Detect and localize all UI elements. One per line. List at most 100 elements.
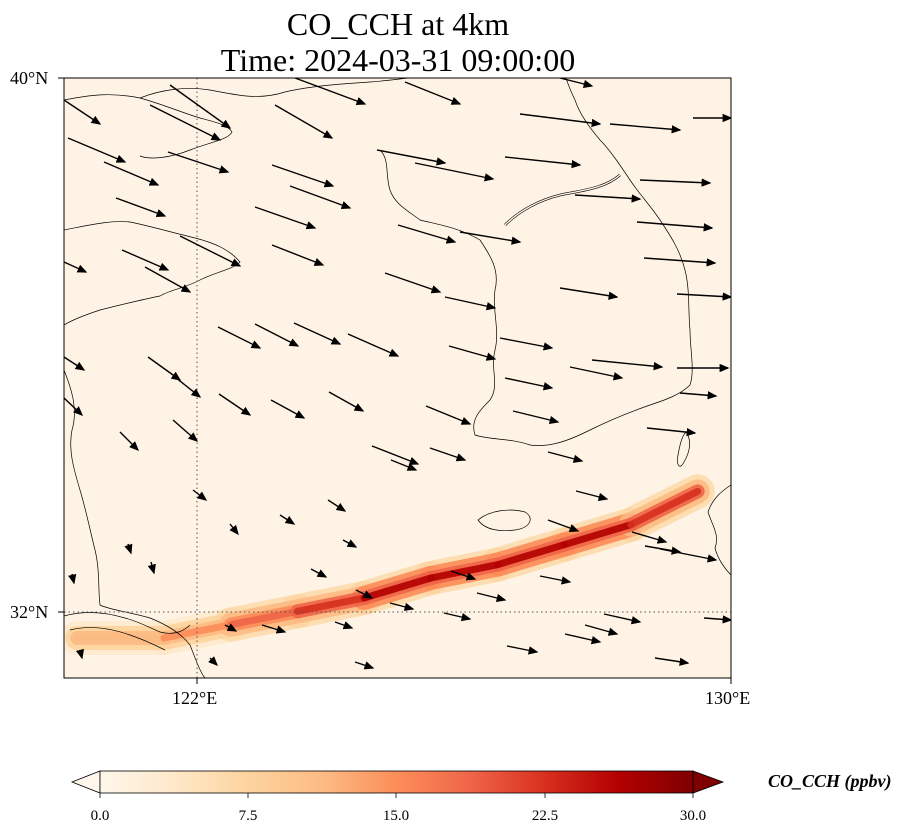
wind-arrow — [149, 104, 222, 141]
wind-arrow — [217, 326, 262, 349]
wind-arrow — [631, 531, 668, 544]
wind-arrow — [174, 376, 202, 398]
wind-arrow — [271, 244, 325, 266]
lon-tick-130E: 130°E — [705, 688, 751, 708]
plume-segment — [427, 561, 502, 582]
wind-arrow — [144, 266, 192, 293]
wind-arrow — [119, 431, 139, 451]
wind-arrow — [414, 162, 495, 182]
wind-vectors — [64, 78, 731, 670]
coastline-shandong — [64, 221, 241, 326]
wind-arrow — [270, 399, 306, 419]
colorbar-tick-2: 15.0 — [382, 808, 410, 824]
plume-segment — [560, 521, 635, 549]
coastline-korea-west — [379, 78, 693, 446]
wind-arrow — [512, 410, 560, 425]
colorbar-tick-3: 22.5 — [531, 808, 559, 824]
wind-arrow — [354, 661, 375, 670]
wind-arrow — [425, 405, 472, 425]
wind-arrow — [384, 272, 442, 294]
wind-arrow — [450, 570, 477, 581]
wind-arrow — [327, 499, 347, 512]
wind-arrow — [68, 573, 77, 585]
wind-arrow — [67, 137, 127, 163]
coastline-tsushima — [677, 431, 690, 467]
wind-arrow — [603, 613, 642, 625]
wind-arrow — [64, 397, 84, 416]
wind-arrow — [334, 621, 354, 630]
wind-arrow — [376, 149, 447, 166]
coastline-china-north — [64, 94, 233, 159]
map-title-line1: CO_CCH at 4km — [286, 6, 510, 42]
wind-arrow — [636, 221, 714, 232]
lon-tick-122E: 122°E — [172, 688, 218, 708]
wind-arrow — [506, 645, 539, 655]
wind-arrow — [644, 545, 682, 555]
wind-arrow — [564, 633, 602, 645]
wind-arrow — [179, 235, 242, 267]
wind-arrow — [289, 185, 352, 210]
wind-arrow — [429, 447, 467, 462]
wind-arrow — [64, 99, 102, 125]
wind-arrow — [347, 333, 400, 357]
wind-arrow — [224, 623, 238, 632]
plume-segment — [360, 574, 435, 602]
wind-arrow — [208, 656, 218, 666]
colorbar-label: CO_CCH (ppbv) — [768, 771, 892, 791]
wind-arrow — [147, 561, 156, 575]
wind-arrow — [448, 345, 497, 361]
plume-segment — [494, 541, 568, 569]
wind-arrow — [64, 356, 86, 371]
wind-arrow — [310, 568, 328, 578]
colorbar-gradient — [99, 770, 694, 794]
map-title-line2: Time: 2024-03-31 09:00:00 — [220, 42, 576, 78]
coastline-jeju — [477, 509, 531, 532]
wind-arrow — [274, 104, 334, 139]
wind-arrow — [397, 224, 457, 244]
wind-arrow — [504, 377, 554, 391]
wind-arrow — [443, 612, 472, 622]
wind-arrow — [559, 78, 594, 89]
wind-arrow — [294, 78, 367, 106]
wind-arrow — [115, 197, 167, 218]
wind-arrow — [124, 543, 133, 555]
colorbar — [70, 770, 725, 798]
wind-arrow — [254, 206, 317, 230]
wind-arrow — [547, 451, 584, 463]
plume-segment — [160, 621, 235, 642]
wind-arrow — [559, 287, 619, 300]
wind-arrow — [75, 648, 85, 660]
wind-arrow — [390, 459, 418, 471]
wind-arrow — [654, 657, 690, 666]
wind-arrow — [639, 178, 712, 187]
map-area — [64, 78, 731, 678]
coastline-liaodong — [139, 78, 411, 99]
axis-ticks — [58, 77, 732, 684]
lat-tick-40N: 40°N — [10, 68, 49, 88]
plume-segment — [627, 487, 702, 529]
wind-arrow — [147, 356, 182, 381]
wind-arrow — [389, 602, 415, 611]
wind-arrow — [547, 519, 580, 533]
lat-tick-32N: 32°N — [10, 602, 49, 622]
wind-arrow — [459, 231, 522, 245]
wind-arrow — [504, 156, 582, 169]
wind-arrow — [261, 624, 287, 634]
wind-arrow — [192, 489, 208, 501]
wind-arrow — [404, 81, 462, 105]
colorbar-extend-max — [692, 770, 725, 794]
coastline-yangtze — [64, 612, 191, 634]
wind-arrow — [591, 359, 664, 371]
plume-segment — [293, 594, 368, 615]
wind-arrow — [646, 427, 697, 437]
wind-arrow — [121, 249, 170, 271]
wind-arrow — [584, 624, 619, 636]
wind-arrow — [444, 296, 497, 311]
wind-arrow — [169, 84, 232, 129]
concentration-field — [64, 474, 715, 655]
wind-arrow — [569, 366, 624, 381]
wind-arrow — [271, 164, 335, 188]
map-frame — [63, 77, 732, 679]
wind-arrow — [574, 194, 642, 203]
wind-arrow — [64, 261, 88, 273]
